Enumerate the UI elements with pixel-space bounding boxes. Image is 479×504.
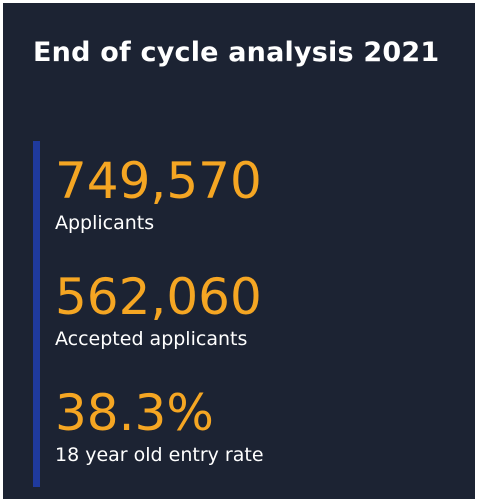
stat-label: 18 year old entry rate [55, 444, 264, 466]
stat: 749,570 Applicants [55, 153, 262, 235]
stat-label: Accepted applicants [55, 328, 248, 350]
stat: 38.3% 18 year old entry rate [55, 385, 264, 467]
panel: End of cycle analysis 2021 749,570 Appli… [3, 3, 475, 499]
stat-label: Applicants [55, 212, 155, 234]
title: End of cycle analysis 2021 [33, 37, 440, 68]
stat: 562,060 Accepted applicants [55, 269, 262, 351]
stat-value: 562,060 [55, 268, 262, 326]
accent-bar [33, 141, 40, 487]
stat-value: 749,570 [55, 152, 262, 210]
stat-value: 38.3% [55, 384, 214, 442]
